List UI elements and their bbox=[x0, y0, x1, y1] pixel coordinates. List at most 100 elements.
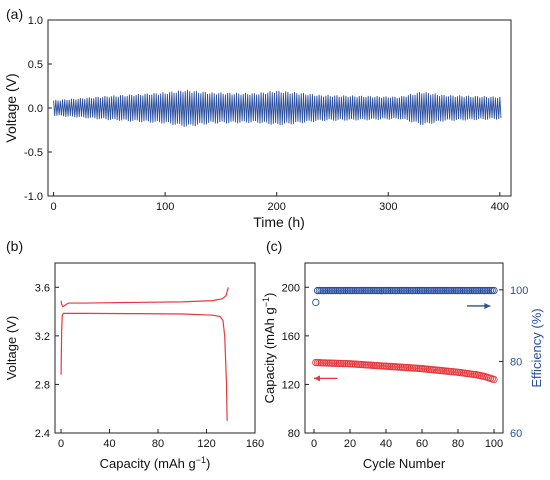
efficiency-point bbox=[331, 286, 340, 295]
efficiency-point bbox=[333, 286, 342, 295]
arrow-left-head bbox=[314, 375, 320, 382]
voltage-capacity-panel: (b) 0 40 80 120 160 2.4 2.8 3.2 3.6 Capacity (m… bbox=[4, 238, 264, 471]
efficiency-point bbox=[407, 286, 415, 295]
efficiency-point bbox=[319, 286, 327, 295]
panel-label-c: (c) bbox=[266, 238, 282, 254]
efficiency-point bbox=[371, 286, 379, 295]
x-axis-b-tick-label: 120 bbox=[197, 438, 215, 450]
voltage-trace bbox=[53, 89, 502, 127]
y-axis-a-tick-label: -0.5 bbox=[24, 147, 43, 159]
x-axis-a-tick-label: 200 bbox=[268, 201, 286, 213]
efficiency-point bbox=[348, 286, 356, 295]
efficiency-point bbox=[488, 286, 496, 295]
charge-curve bbox=[60, 287, 229, 308]
plot-frame-c bbox=[304, 262, 504, 434]
efficiency-point bbox=[321, 286, 329, 295]
y2-axis-c-tick-label: 100 bbox=[510, 285, 528, 297]
x-axis-label-b-sup: −1 bbox=[196, 455, 206, 465]
x-axis-label-c: Cycle Number bbox=[363, 456, 446, 471]
efficiency-point bbox=[364, 286, 372, 295]
x-axis-c-tick-label: 0 bbox=[311, 438, 317, 450]
efficiency-point bbox=[466, 286, 475, 295]
efficiency-point bbox=[477, 286, 486, 295]
efficiency-point bbox=[479, 286, 487, 295]
x-axis-b-tick-label: 0 bbox=[58, 438, 64, 450]
efficiency-point bbox=[459, 286, 468, 295]
efficiency-point bbox=[340, 286, 349, 295]
efficiency-point bbox=[475, 286, 484, 295]
efficiency-point bbox=[362, 286, 370, 295]
efficiency-point bbox=[432, 286, 441, 295]
arrow-right-head bbox=[484, 302, 491, 309]
efficiency-point bbox=[400, 286, 408, 295]
efficiency-point bbox=[452, 286, 460, 295]
efficiency-point bbox=[468, 286, 477, 295]
efficiency-point bbox=[346, 286, 354, 295]
efficiency-point bbox=[353, 286, 361, 295]
y-ticks-b: 2.4 2.8 3.2 3.6 bbox=[35, 282, 59, 440]
efficiency-point bbox=[412, 286, 421, 295]
y-axis-label-c-main: Capacity (mAh g bbox=[262, 307, 277, 403]
x-axis-label-b-end: ) bbox=[206, 456, 210, 471]
y-axis-a-tick-label: -1.0 bbox=[24, 191, 43, 203]
efficiency-point bbox=[313, 286, 322, 295]
efficiency-point bbox=[457, 286, 466, 295]
x-axis-label-a: Time (h) bbox=[253, 214, 305, 230]
efficiency-point bbox=[373, 286, 381, 295]
efficiency-point bbox=[423, 286, 432, 295]
efficiency-point bbox=[411, 286, 419, 295]
y-axis-a-tick-label: 0.0 bbox=[28, 103, 43, 115]
efficiency-point bbox=[430, 286, 439, 295]
x-ticks-b: 0 40 80 120 160 bbox=[58, 429, 264, 450]
x-axis-b-tick-label: 40 bbox=[103, 438, 115, 450]
efficiency-point bbox=[375, 286, 383, 295]
efficiency-point bbox=[349, 286, 358, 295]
efficiency-point bbox=[382, 286, 390, 295]
x-axis-label-b: Capacity (mAh g−1) bbox=[100, 455, 211, 471]
efficiency-point bbox=[416, 286, 424, 295]
efficiency-point bbox=[389, 286, 397, 295]
discharge-curve bbox=[60, 312, 228, 421]
y-axis-c-tick-label: 120 bbox=[282, 379, 300, 391]
cycling-panel: (c) 0 20 40 60 80 100 80 120 160 200 60 80 100 Cyc… bbox=[261, 238, 544, 471]
y-axis-c-tick-label: 200 bbox=[282, 282, 300, 294]
efficiency-point bbox=[434, 286, 442, 295]
efficiency-point bbox=[481, 286, 489, 295]
efficiency-point bbox=[456, 286, 464, 295]
charge-discharge-curves bbox=[60, 287, 229, 421]
efficiency-point bbox=[402, 286, 410, 295]
y-axis-b-tick-label: 2.4 bbox=[35, 428, 50, 440]
x-axis-c-tick-label: 100 bbox=[485, 438, 503, 450]
efficiency-point bbox=[405, 286, 414, 295]
efficiency-point bbox=[463, 286, 471, 295]
efficiency-point bbox=[380, 286, 388, 295]
panel-label-a: (a) bbox=[6, 6, 23, 22]
efficiency-point bbox=[486, 286, 495, 295]
x-axis-a-tick-label: 400 bbox=[491, 201, 509, 213]
efficiency-point bbox=[335, 286, 343, 295]
efficiency-point bbox=[490, 286, 498, 295]
efficiency-point bbox=[328, 286, 336, 295]
efficiency-point bbox=[339, 286, 347, 295]
efficiency-point bbox=[441, 286, 450, 295]
y-axis-label-c-end: ) bbox=[262, 293, 277, 297]
y-axis-label-a: Voltage (V) bbox=[3, 73, 19, 142]
y-axis-a-tick-label: 1.0 bbox=[28, 15, 43, 27]
capacity-efficiency-points bbox=[312, 286, 498, 384]
y-axis-c-tick-label: 160 bbox=[282, 331, 300, 343]
efficiency-point bbox=[391, 286, 399, 295]
efficiency-point bbox=[420, 286, 428, 295]
efficiency-point bbox=[384, 286, 392, 295]
efficiency-point bbox=[378, 286, 387, 295]
voltage-time-panel: (a) 0 100 200 300 400 -1.0 -0.5 0.0 0.5 1.0 Time… bbox=[3, 6, 512, 230]
x-axis-c-tick-label: 60 bbox=[416, 438, 428, 450]
efficiency-point bbox=[461, 286, 469, 295]
y2-axis-c-tick-label: 80 bbox=[510, 356, 522, 368]
y-ticks-c: 80 120 160 200 bbox=[282, 282, 309, 440]
y-axis-b-tick-label: 3.6 bbox=[35, 282, 50, 294]
y-axis-b-tick-label: 2.8 bbox=[35, 379, 50, 391]
x-axis-b-tick-label: 160 bbox=[246, 438, 264, 450]
efficiency-point bbox=[447, 286, 455, 295]
efficiency-point bbox=[344, 286, 352, 295]
efficiency-point bbox=[398, 286, 406, 295]
